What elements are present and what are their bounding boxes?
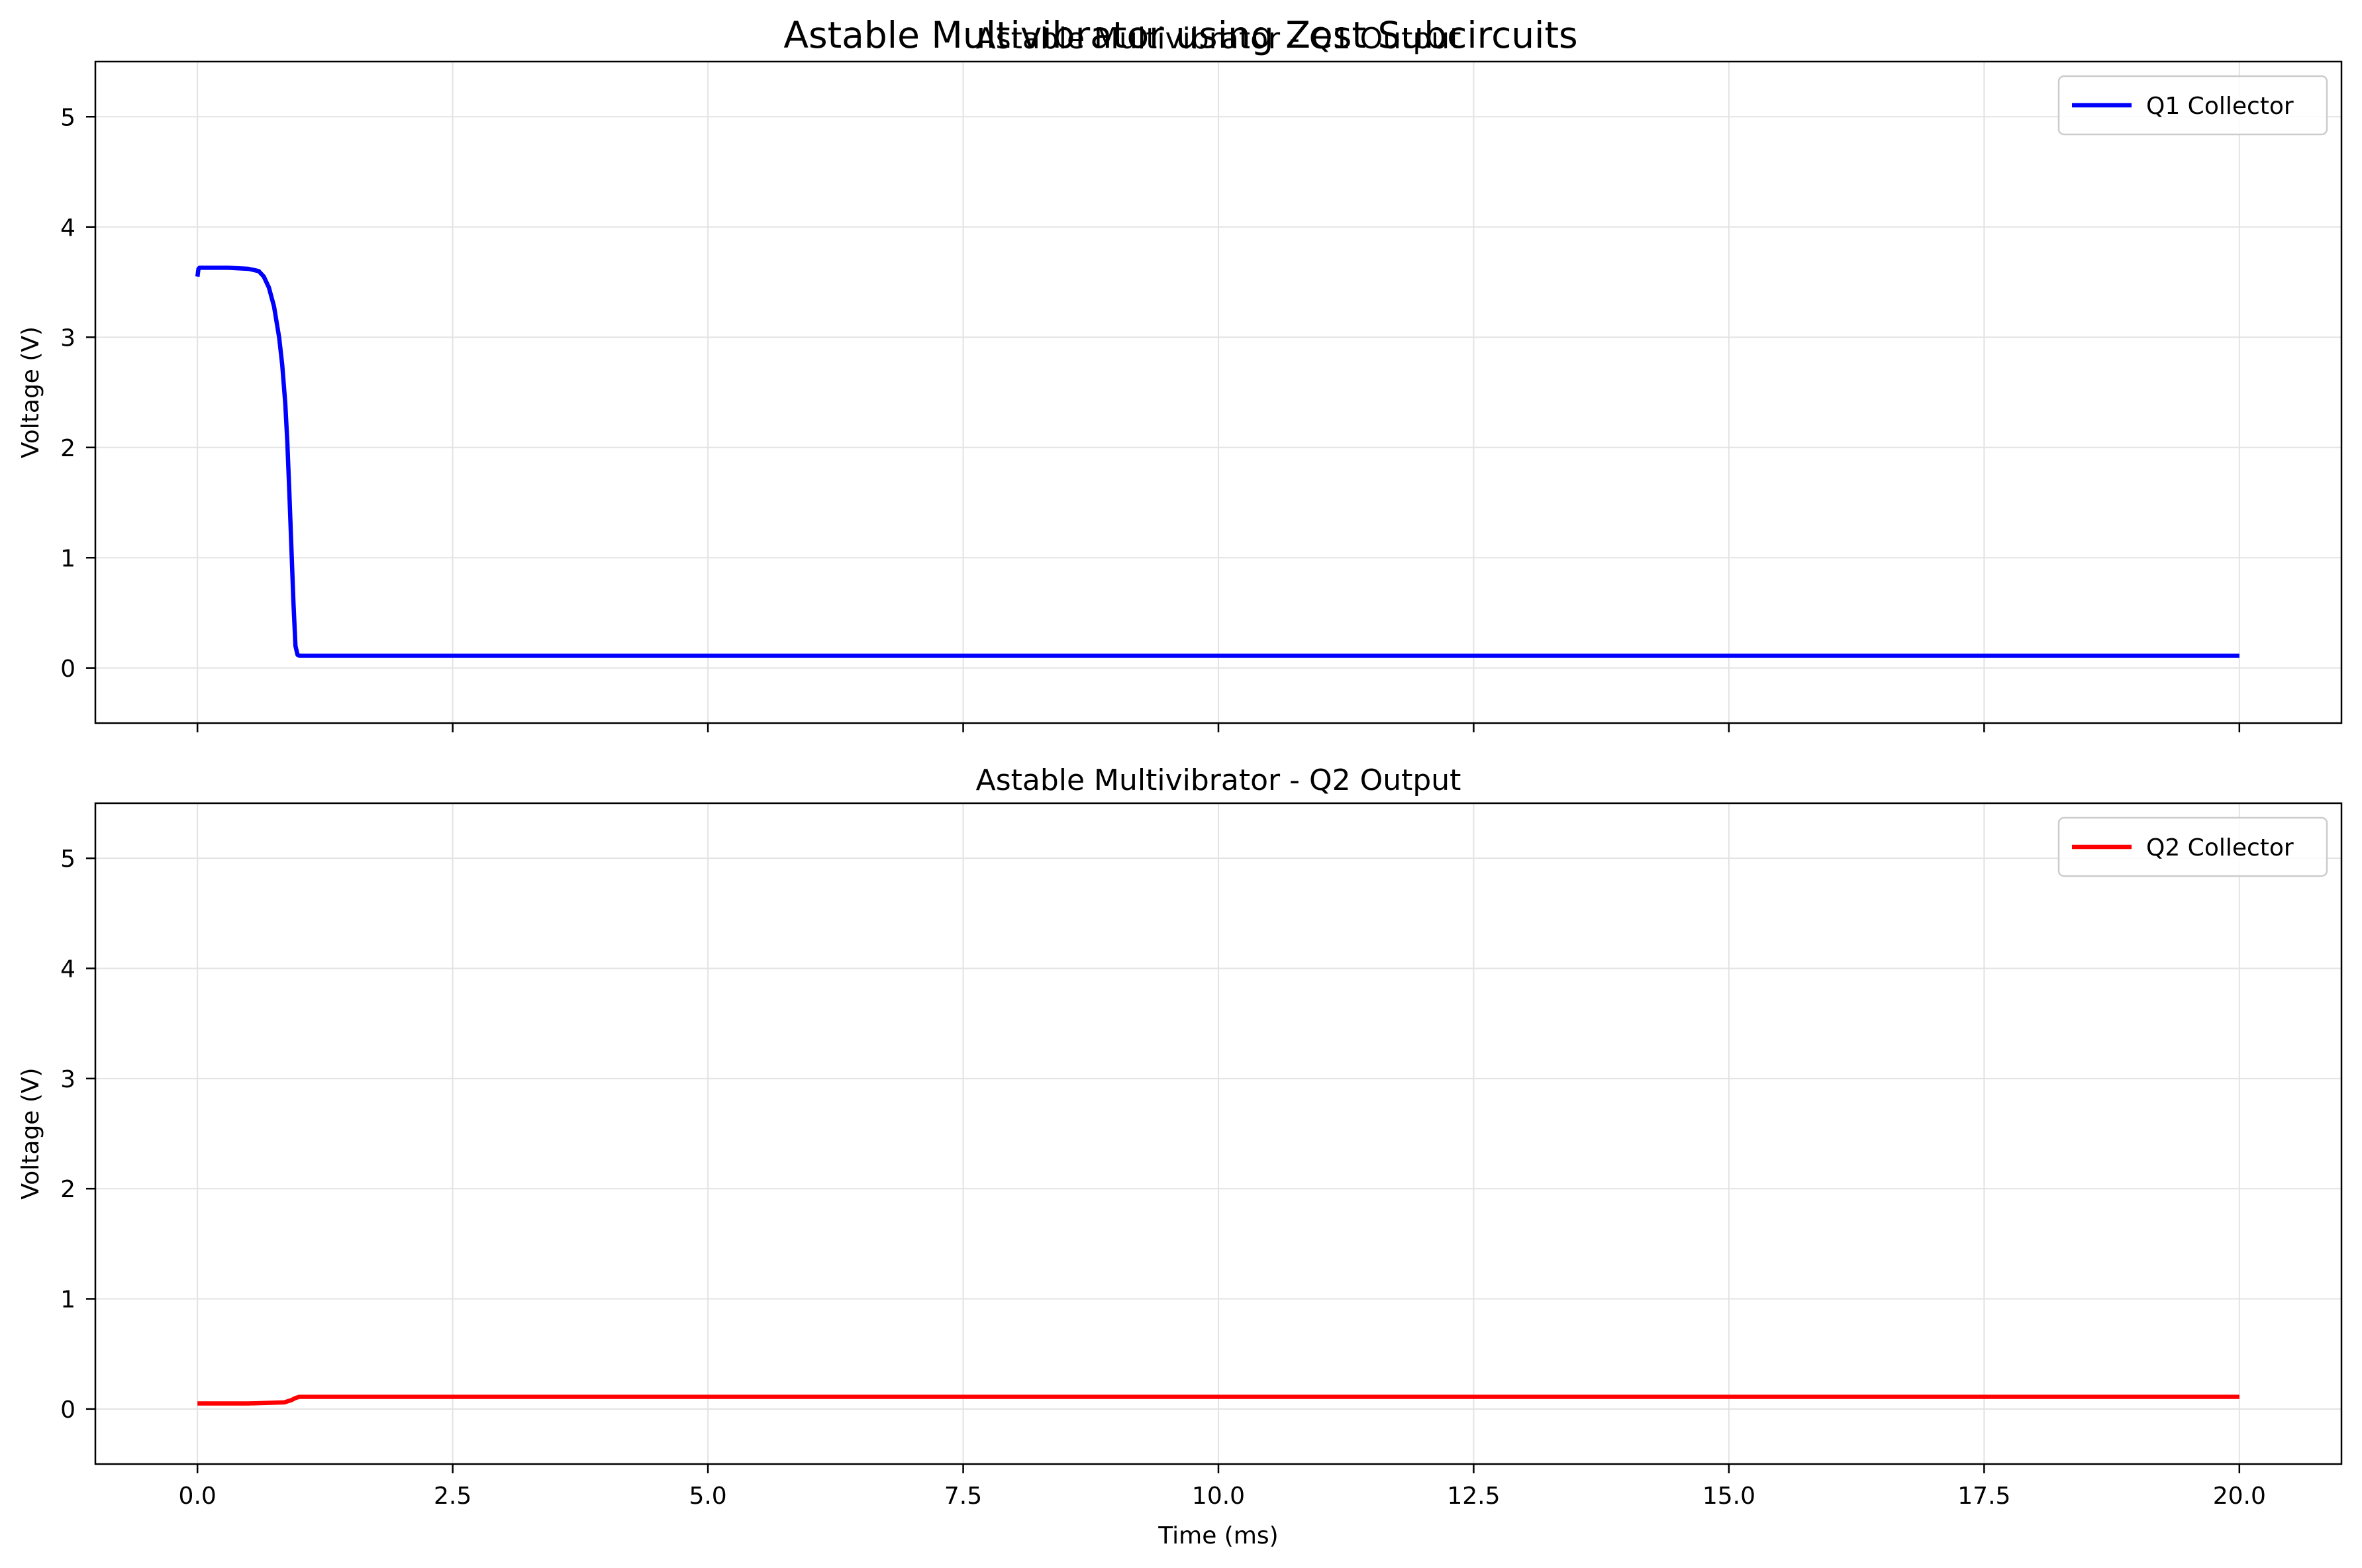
- figure-suptitle: Astable Multivibrator using Zest Subcirc…: [783, 14, 1577, 56]
- series-line-q1-collector: [195, 266, 2239, 658]
- y-tick-label: 1: [60, 1287, 75, 1314]
- y-axis-label: Voltage (V): [17, 326, 44, 458]
- y-tick-label: 5: [60, 104, 75, 131]
- q2-subplot: 0.0 2.5 5.0 7.5 10.0 12.5 15.0 17.5 20.0 0 1 2 3 4 5 As…: [17, 763, 2343, 1549]
- subplot-title: Astable Multivibrator - Q2 Output: [976, 763, 1461, 797]
- q1-subplot: 0 1 2 3 4 5 Astable Multivibrator - Q1 Output V…: [17, 22, 2343, 732]
- y-tick-label: 2: [60, 435, 75, 462]
- legend-label-q1-collector: Q1 Collector: [2146, 93, 2294, 120]
- y-tick-label: 1: [60, 545, 75, 572]
- legend: Q1 Collector: [2057, 75, 2328, 136]
- y-tick-label: 3: [60, 324, 75, 352]
- y-tick-label: 2: [60, 1176, 75, 1203]
- x-tick-label: 20.0: [2213, 1483, 2266, 1510]
- x-tick-label: 7.5: [944, 1483, 982, 1510]
- x-tick-label: 12.5: [1447, 1483, 1500, 1510]
- legend-box: [2057, 75, 2328, 136]
- subplot-title: Astable Multivibrator - Q1 Output: [976, 22, 1461, 56]
- legend: Q2 Collector: [2057, 816, 2328, 877]
- x-tick-label: 5.0: [689, 1483, 726, 1510]
- x-tick-label: 10.0: [1192, 1483, 1245, 1510]
- y-axis-label: Voltage (V): [17, 1067, 44, 1199]
- series-line-q2-collector: [197, 1395, 2239, 1406]
- x-axis-label: Time (ms): [1157, 1522, 1278, 1549]
- x-tick-label: 17.5: [1957, 1483, 2010, 1510]
- x-tick-label: 2.5: [434, 1483, 471, 1510]
- y-tick-label: 0: [60, 1396, 75, 1424]
- x-tick-label: 0.0: [179, 1483, 217, 1510]
- legend-label-q2-collector: Q2 Collector: [2146, 834, 2294, 861]
- x-tick-label: 15.0: [1702, 1483, 1755, 1510]
- y-tick-label: 3: [60, 1066, 75, 1093]
- y-tick-label: 0: [60, 656, 75, 683]
- legend-box: [2057, 816, 2328, 877]
- y-tick-label: 4: [60, 215, 75, 242]
- y-tick-label: 5: [60, 846, 75, 873]
- y-tick-label: 4: [60, 956, 75, 983]
